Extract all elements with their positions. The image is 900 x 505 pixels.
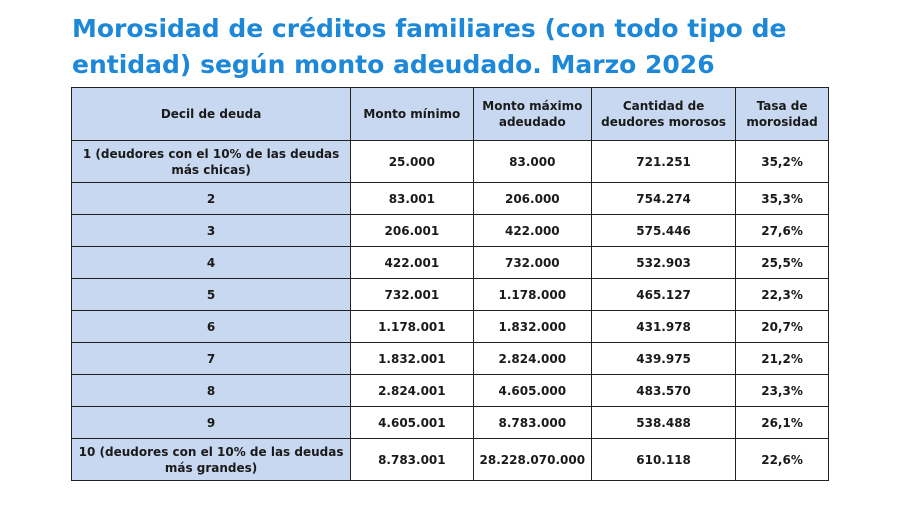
cell-decil: 1 (deudores con el 10% de las deudas más…	[70, 140, 352, 183]
cell-monto-minimo: 206.001	[350, 214, 474, 247]
cell-monto-maximo: 83.000	[472, 140, 593, 183]
cell-monto-minimo: 1.832.001	[350, 342, 474, 375]
cell-monto-minimo: 4.605.001	[350, 406, 474, 439]
cell-monto-minimo: 2.824.001	[350, 374, 474, 407]
cell-monto-maximo: 28.228.070.000	[472, 438, 593, 481]
page-title: Morosidad de créditos familiares (con to…	[72, 14, 787, 79]
cell-cantidad-deudores: 610.118	[591, 438, 737, 481]
cell-decil: 7	[70, 342, 352, 375]
cell-cantidad-deudores: 465.127	[591, 278, 737, 311]
header-monto-maximo: Monto máximo adeudado	[472, 87, 593, 141]
cell-monto-minimo: 8.783.001	[350, 438, 474, 481]
cell-decil: 2	[70, 182, 352, 215]
cell-monto-maximo: 732.000	[472, 246, 593, 279]
table-row: 2 83.001 206.000 754.274 35,3%	[70, 182, 829, 215]
cell-decil: 5	[70, 278, 352, 311]
cell-cantidad-deudores: 532.903	[591, 246, 737, 279]
cell-monto-maximo: 4.605.000	[472, 374, 593, 407]
cell-decil: 8	[70, 374, 352, 407]
cell-tasa-morosidad: 27,6%	[735, 214, 829, 247]
cell-monto-minimo: 1.178.001	[350, 310, 474, 343]
table-body: 1 (deudores con el 10% de las deudas más…	[70, 140, 829, 481]
table-row: 3 206.001 422.000 575.446 27,6%	[70, 214, 829, 247]
cell-monto-maximo: 1.832.000	[472, 310, 593, 343]
table-row: 7 1.832.001 2.824.000 439.975 21,2%	[70, 342, 829, 375]
cell-monto-minimo: 25.000	[350, 140, 474, 183]
table-row: 6 1.178.001 1.832.000 431.978 20,7%	[70, 310, 829, 343]
header-row: Decil de deuda Monto mínimo Monto máximo…	[70, 87, 829, 141]
table-row: 1 (deudores con el 10% de las deudas más…	[70, 140, 829, 183]
cell-cantidad-deudores: 439.975	[591, 342, 737, 375]
cell-decil: 6	[70, 310, 352, 343]
cell-tasa-morosidad: 25,5%	[735, 246, 829, 279]
table-row: 4 422.001 732.000 532.903 25,5%	[70, 246, 829, 279]
cell-decil: 3	[70, 214, 352, 247]
cell-tasa-morosidad: 26,1%	[735, 406, 829, 439]
cell-cantidad-deudores: 431.978	[591, 310, 737, 343]
cell-tasa-morosidad: 20,7%	[735, 310, 829, 343]
debt-table: Decil de deuda Monto mínimo Monto máximo…	[70, 87, 829, 481]
cell-tasa-morosidad: 23,3%	[735, 374, 829, 407]
cell-tasa-morosidad: 35,3%	[735, 182, 829, 215]
cell-monto-maximo: 422.000	[472, 214, 593, 247]
cell-monto-maximo: 206.000	[472, 182, 593, 215]
cell-tasa-morosidad: 22,3%	[735, 278, 829, 311]
header-decil: Decil de deuda	[70, 87, 352, 141]
cell-monto-maximo: 8.783.000	[472, 406, 593, 439]
cell-tasa-morosidad: 21,2%	[735, 342, 829, 375]
cell-monto-maximo: 1.178.000	[472, 278, 593, 311]
cell-cantidad-deudores: 754.274	[591, 182, 737, 215]
cell-tasa-morosidad: 22,6%	[735, 438, 829, 481]
cell-tasa-morosidad: 35,2%	[735, 140, 829, 183]
cell-cantidad-deudores: 575.446	[591, 214, 737, 247]
cell-monto-minimo: 732.001	[350, 278, 474, 311]
cell-decil: 10 (deudores con el 10% de las deudas má…	[70, 438, 352, 481]
table-row: 10 (deudores con el 10% de las deudas má…	[70, 438, 829, 481]
cell-cantidad-deudores: 483.570	[591, 374, 737, 407]
cell-decil: 9	[70, 406, 352, 439]
table-row: 8 2.824.001 4.605.000 483.570 23,3%	[70, 374, 829, 407]
header-monto-minimo: Monto mínimo	[350, 87, 474, 141]
table-row: 9 4.605.001 8.783.000 538.488 26,1%	[70, 406, 829, 439]
cell-monto-minimo: 422.001	[350, 246, 474, 279]
table-row: 5 732.001 1.178.000 465.127 22,3%	[70, 278, 829, 311]
header-tasa-morosidad: Tasa de morosidad	[735, 87, 829, 141]
header-cantidad-deudores: Cantidad de deudores morosos	[591, 87, 737, 141]
table-header: Decil de deuda Monto mínimo Monto máximo…	[70, 87, 829, 141]
cell-cantidad-deudores: 721.251	[591, 140, 737, 183]
cell-monto-minimo: 83.001	[350, 182, 474, 215]
cell-decil: 4	[70, 246, 352, 279]
cell-monto-maximo: 2.824.000	[472, 342, 593, 375]
cell-cantidad-deudores: 538.488	[591, 406, 737, 439]
